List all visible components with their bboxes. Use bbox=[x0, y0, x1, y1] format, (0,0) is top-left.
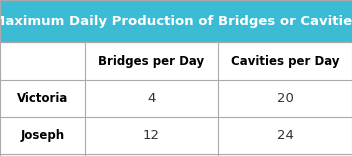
Text: Joseph: Joseph bbox=[20, 129, 64, 142]
Text: 12: 12 bbox=[143, 129, 160, 142]
Text: 24: 24 bbox=[277, 129, 294, 142]
Text: Victoria: Victoria bbox=[17, 92, 68, 105]
Text: Cavities per Day: Cavities per Day bbox=[231, 54, 339, 68]
Text: 20: 20 bbox=[277, 92, 294, 105]
Bar bbox=[0, 0, 352, 42]
Text: Maximum Daily Production of Bridges or Cavities: Maximum Daily Production of Bridges or C… bbox=[0, 15, 352, 27]
Bar bbox=[0, 42, 352, 156]
Text: 4: 4 bbox=[147, 92, 156, 105]
Text: Bridges per Day: Bridges per Day bbox=[99, 54, 205, 68]
Bar bbox=[0, 0, 352, 42]
